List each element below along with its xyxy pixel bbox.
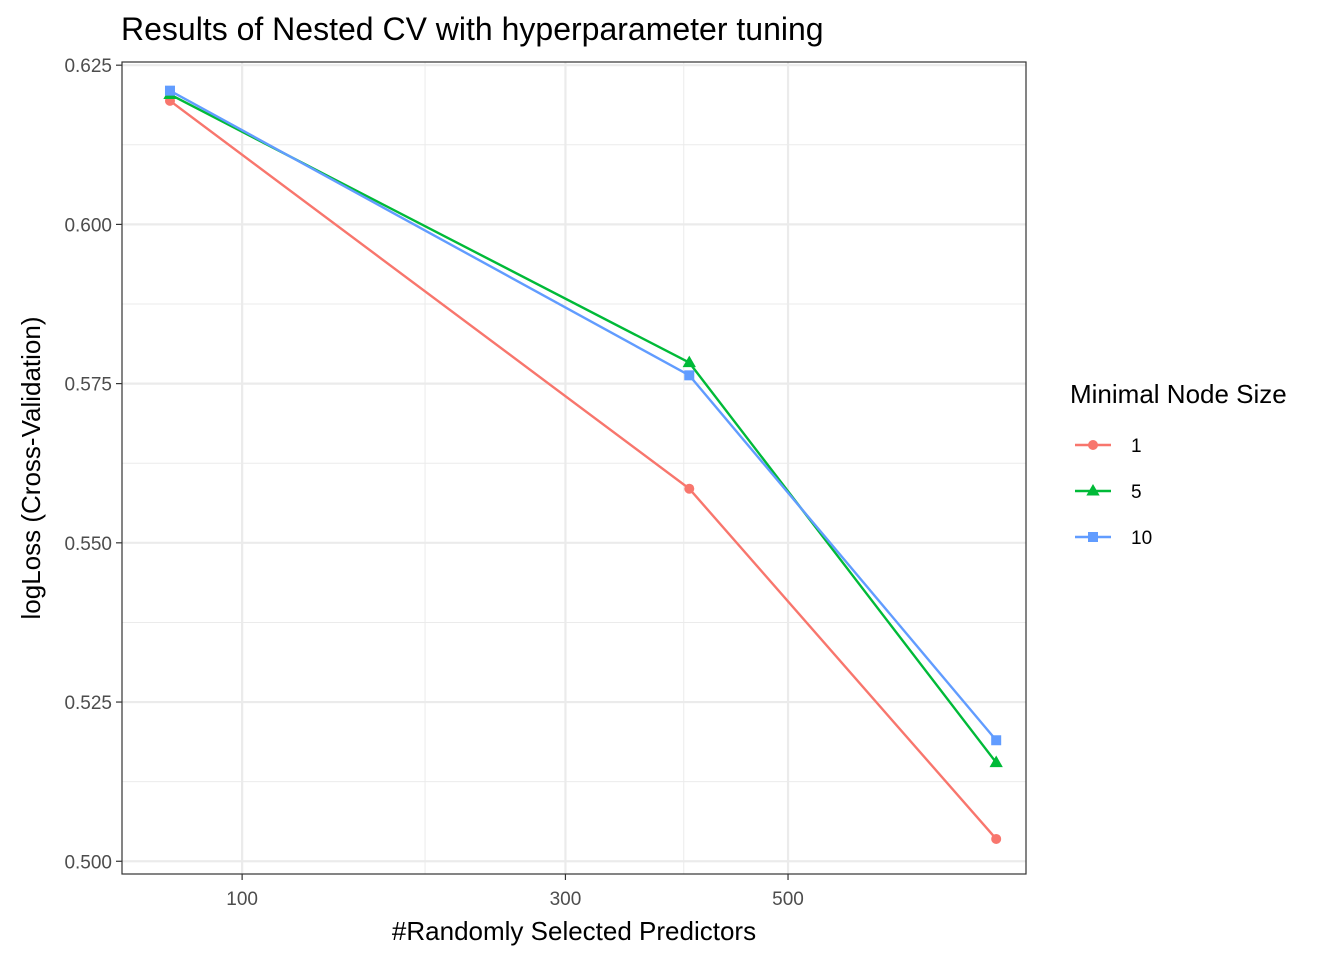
legend-label: 1 <box>1131 436 1142 457</box>
data-point-series-10 <box>164 85 175 96</box>
y-tick-label: 0.625 <box>64 56 112 77</box>
y-tick-label: 0.600 <box>64 215 112 236</box>
series-layer <box>163 85 1003 844</box>
legend-item-5: 5 <box>1075 482 1142 503</box>
legend-label: 5 <box>1131 482 1142 503</box>
major-grid <box>122 62 1026 874</box>
y-tick-label: 0.550 <box>64 534 112 555</box>
data-point-series-10 <box>684 370 695 381</box>
y-axis-title: logLoss (Cross-Validation) <box>16 317 46 620</box>
y-tick-label: 0.500 <box>64 852 112 873</box>
legend-item-1: 1 <box>1075 436 1142 457</box>
x-axis-title: #Randomly Selected Predictors <box>392 916 756 946</box>
legend-key-marker <box>1088 440 1098 450</box>
x-axis: 100 300 500 <box>226 874 804 910</box>
x-tick-label: 500 <box>772 889 804 910</box>
legend-item-10: 10 <box>1075 528 1152 549</box>
y-axis: 0.500 0.525 0.550 0.575 0.600 0.625 <box>64 56 122 873</box>
data-point-series-5 <box>682 355 696 368</box>
y-tick-label: 0.525 <box>64 693 112 714</box>
chart-title: Results of Nested CV with hyperparameter… <box>121 11 824 47</box>
plot-panel-border <box>121 61 1027 875</box>
data-point-series-1 <box>684 483 695 494</box>
x-tick-label: 300 <box>550 889 582 910</box>
y-tick-label: 0.575 <box>64 375 112 396</box>
plot-background <box>122 62 1026 874</box>
data-point-series-1 <box>991 833 1002 844</box>
minor-grid <box>122 62 1026 874</box>
legend: Minimal Node Size 1 5 10 <box>1070 379 1287 549</box>
legend-key-marker <box>1086 484 1100 496</box>
data-point-series-10 <box>991 735 1002 746</box>
legend-label: 10 <box>1131 528 1152 549</box>
data-point-series-5 <box>989 755 1003 768</box>
legend-title: Minimal Node Size <box>1070 379 1287 409</box>
x-tick-label: 100 <box>226 889 258 910</box>
legend-key-marker <box>1088 532 1098 542</box>
